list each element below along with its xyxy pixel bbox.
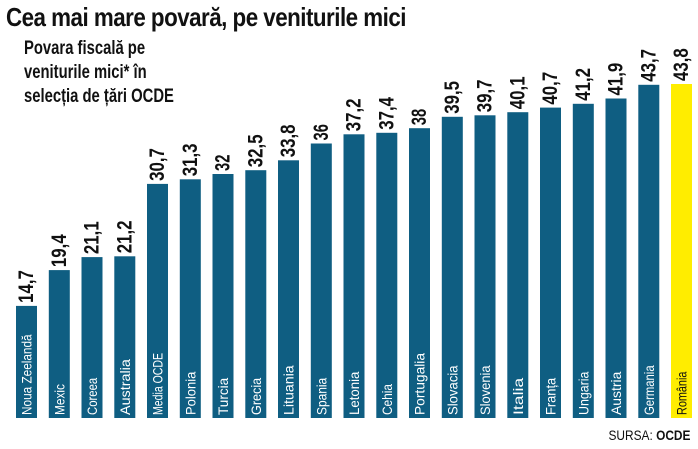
chart-title: Cea mai mare povară, pe veniturile mici [6,2,406,32]
bar-19 [638,84,660,419]
category-label-7: Grecia [248,378,264,415]
category-label-17: Ungaria [575,371,591,415]
bar-0 [16,305,37,418]
value-label-19: 43,7 [637,49,660,82]
source-prefix: SURSA: [608,427,653,443]
category-label-5: Polonia [182,371,198,415]
bar-7 [245,170,267,418]
category-label-0: Noua Zeelandă [19,334,35,415]
category-label-3: Australia [117,359,133,415]
bar-15 [507,112,529,418]
bar-2 [81,257,103,418]
value-label-2: 21,1 [81,221,104,254]
bar-17 [572,103,594,419]
category-label-13: Slovacia [444,365,460,415]
bar-20 [671,84,692,418]
value-label-18: 41,9 [605,63,628,96]
bar-14 [474,115,496,419]
bar-8 [278,160,299,419]
value-label-7: 32,5 [244,134,267,167]
bar-6 [212,174,234,418]
source-name: OCDE [655,427,690,443]
bar-16 [540,107,561,418]
value-label-11: 37,4 [375,97,398,130]
category-label-18: Austria [608,371,624,415]
value-label-10: 37,2 [343,99,366,132]
value-label-16: 40,7 [539,72,562,105]
value-label-17: 41,2 [572,68,595,101]
value-label-0: 14,7 [15,270,38,303]
category-label-10: Letonia [346,371,362,415]
value-label-4: 30,7 [146,148,169,181]
value-label-8: 33,8 [277,124,300,157]
category-label-9: Spania [313,378,329,415]
value-label-13: 39,5 [441,81,464,114]
bar-1 [48,270,70,418]
category-label-2: Coreea [84,378,100,415]
bar-3 [114,256,136,418]
bar-12 [409,128,430,418]
bar-9 [310,143,332,418]
category-label-14: Slovenia [477,365,493,415]
category-label-12: Portugalia [412,353,428,415]
value-label-20: 43,8 [670,48,693,81]
category-label-1: Mexic [51,384,67,415]
value-label-6: 32 [212,155,235,171]
category-label-6: Turcia [215,378,231,415]
chart-subtitle: Povara fiscală pe veniturile mici* în se… [24,38,174,107]
category-label-20: România [674,371,690,415]
bar-11 [376,132,398,419]
bar-18 [605,98,627,418]
category-label-4: Media OCDE [150,353,166,415]
value-label-3: 21,2 [113,221,136,254]
value-label-9: 36 [310,124,333,140]
value-label-1: 19,4 [48,234,71,267]
bar-10 [343,134,365,419]
category-label-8: Lituania [281,365,297,415]
bar-5 [179,179,201,418]
category-label-16: Franța [543,378,559,415]
value-label-12: 38 [408,109,431,126]
bar-4 [147,183,168,418]
value-label-15: 40,1 [506,76,529,109]
source-line: SURSA: OCDE [608,427,690,443]
value-label-14: 39,7 [474,80,497,113]
category-label-11: Cehia [379,384,395,415]
category-label-15: Italia [510,378,526,415]
category-label-19: Germania [641,365,657,415]
bar-13 [441,116,463,419]
value-label-5: 31,3 [179,144,202,177]
